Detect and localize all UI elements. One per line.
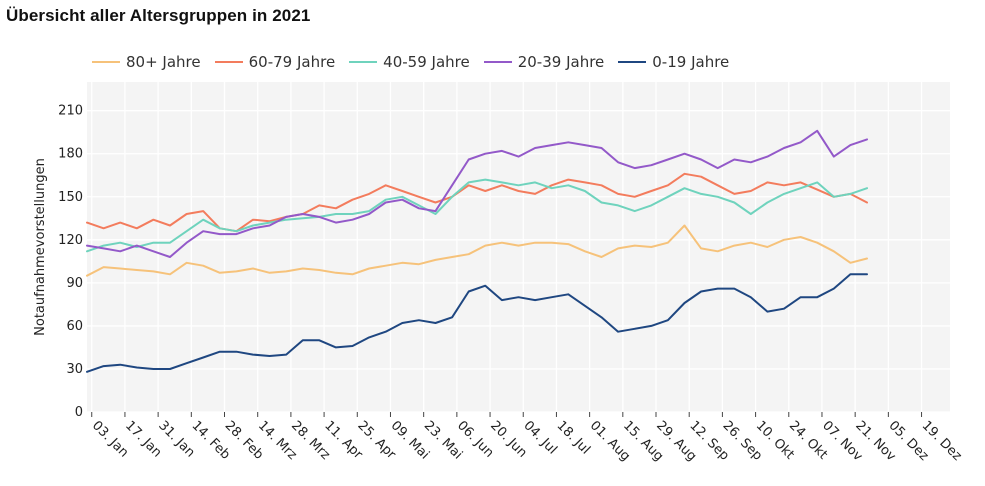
- legend-swatch: [349, 61, 378, 63]
- plot-area: [87, 82, 950, 412]
- series-line-2: [86, 178, 868, 253]
- y-tick-label: 90: [66, 276, 83, 291]
- y-tick-label: 150: [58, 190, 83, 205]
- legend-label: 60-79 Jahre: [248, 53, 336, 71]
- legend-label: 0-19 Jahre: [652, 53, 730, 71]
- x-tick-label: 03. Jan: [89, 418, 131, 460]
- legend-label: 80+ Jahre: [126, 53, 201, 71]
- legend-item[interactable]: 60-79 Jahre: [214, 53, 336, 71]
- x-tick-label: 18. Jul: [554, 418, 593, 457]
- y-tick-label: 180: [58, 147, 83, 162]
- x-tick-label: 17. Jan: [122, 418, 164, 460]
- legend-swatch: [483, 61, 512, 63]
- legend-label: 40-59 Jahre: [383, 53, 470, 71]
- legend-swatch: [92, 61, 120, 63]
- y-axis: 0 30 60 90 120 150 180 210: [58, 104, 83, 420]
- legend-label: 20-39 Jahre: [517, 53, 605, 71]
- series-line-1: [86, 172, 868, 233]
- y-tick-label: 30: [66, 362, 83, 377]
- legend-item[interactable]: 40-59 Jahre: [349, 53, 470, 71]
- chart-title: Übersicht aller Altersgruppen in 2021: [6, 6, 311, 25]
- series-line-4: [86, 273, 868, 373]
- legend-item[interactable]: 0-19 Jahre: [618, 53, 729, 71]
- series-line-3: [86, 129, 868, 258]
- series-line-0: [86, 224, 868, 277]
- y-tick-label: 0: [75, 405, 83, 420]
- y-tick-label: 120: [58, 233, 83, 248]
- x-tick-label: 31. Jan: [155, 418, 197, 460]
- legend-swatch: [618, 61, 647, 63]
- grid-lines: [87, 82, 950, 413]
- legend-item[interactable]: 20-39 Jahre: [483, 53, 605, 71]
- y-axis-label: Notaufnahmevorstellungen: [33, 158, 48, 336]
- y-tick-label: 60: [66, 319, 83, 334]
- y-tick-label: 210: [58, 104, 83, 119]
- legend-item[interactable]: 80+ Jahre: [92, 53, 201, 71]
- legend-swatch: [214, 61, 243, 63]
- chart-legend: 80+ Jahre 60-79 Jahre 40-59 Jahre 20-39 Jah…: [92, 52, 743, 72]
- series-lines: [86, 129, 868, 373]
